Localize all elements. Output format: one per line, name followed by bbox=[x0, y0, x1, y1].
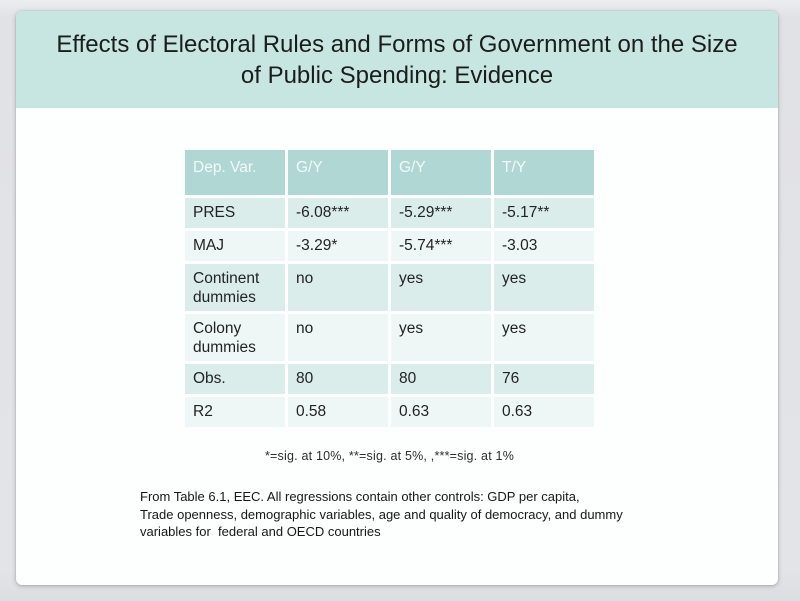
table-header-row: Dep. Var. G/Y G/Y T/Y bbox=[185, 150, 594, 195]
regression-table-container: Dep. Var. G/Y G/Y T/Y PRES -6.08*** -5.2… bbox=[182, 147, 597, 430]
row-label: Continent dummies bbox=[185, 264, 285, 311]
cell-value: -3.03 bbox=[494, 231, 594, 261]
row-label: R2 bbox=[185, 397, 285, 427]
cell-value: -5.17** bbox=[494, 198, 594, 228]
cell-value: 0.58 bbox=[288, 397, 388, 427]
header-cell-dep-var: Dep. Var. bbox=[185, 150, 285, 195]
cell-value: 0.63 bbox=[391, 397, 491, 427]
header-cell-gy-2: G/Y bbox=[391, 150, 491, 195]
cell-value: 80 bbox=[391, 364, 491, 394]
table-row-obs: Obs. 80 80 76 bbox=[185, 364, 594, 394]
slide-title: Effects of Electoral Rules and Forms of … bbox=[56, 29, 737, 91]
header-cell-ty: T/Y bbox=[494, 150, 594, 195]
cell-value: -3.29* bbox=[288, 231, 388, 261]
cell-value: yes bbox=[391, 314, 491, 361]
source-note-line-1: From Table 6.1, EEC. All regressions con… bbox=[140, 489, 580, 504]
slide-title-line-1: Effects of Electoral Rules and Forms of … bbox=[56, 30, 738, 58]
source-note: From Table 6.1, EEC. All regressions con… bbox=[140, 488, 680, 541]
cell-value: no bbox=[288, 314, 388, 361]
cell-value: yes bbox=[494, 264, 594, 311]
table-row-maj: MAJ -3.29* -5.74*** -3.03 bbox=[185, 231, 594, 261]
cell-value: -5.29*** bbox=[391, 198, 491, 228]
table-row-r2: R2 0.58 0.63 0.63 bbox=[185, 397, 594, 427]
cell-value: yes bbox=[391, 264, 491, 311]
source-note-line-3: variables for federal and OECD countries bbox=[140, 524, 381, 539]
cell-value: 76 bbox=[494, 364, 594, 394]
slide-title-line-2: of Public Spending: Evidence bbox=[240, 61, 554, 89]
source-note-line-2: Trade openness, demographic variables, a… bbox=[140, 506, 623, 522]
row-label: Colony dummies bbox=[185, 314, 285, 361]
cell-value: -6.08*** bbox=[288, 198, 388, 228]
slide-title-band: Effects of Electoral Rules and Forms of … bbox=[16, 11, 778, 108]
row-label: PRES bbox=[185, 198, 285, 228]
table-row-colony-dummies: Colony dummies no yes yes bbox=[185, 314, 594, 361]
cell-value: -5.74*** bbox=[391, 231, 491, 261]
regression-table: Dep. Var. G/Y G/Y T/Y PRES -6.08*** -5.2… bbox=[182, 147, 597, 430]
row-label: MAJ bbox=[185, 231, 285, 261]
significance-footnote: *=sig. at 10%, **=sig. at 5%, ,***=sig. … bbox=[264, 449, 515, 463]
header-cell-gy-1: G/Y bbox=[288, 150, 388, 195]
cell-value: yes bbox=[494, 314, 594, 361]
table-row-pres: PRES -6.08*** -5.29*** -5.17** bbox=[185, 198, 594, 228]
table-row-continent-dummies: Continent dummies no yes yes bbox=[185, 264, 594, 311]
cell-value: 0.63 bbox=[494, 397, 594, 427]
cell-value: 80 bbox=[288, 364, 388, 394]
row-label: Obs. bbox=[185, 364, 285, 394]
presentation-slide: Effects of Electoral Rules and Forms of … bbox=[16, 11, 778, 585]
cell-value: no bbox=[288, 264, 388, 311]
